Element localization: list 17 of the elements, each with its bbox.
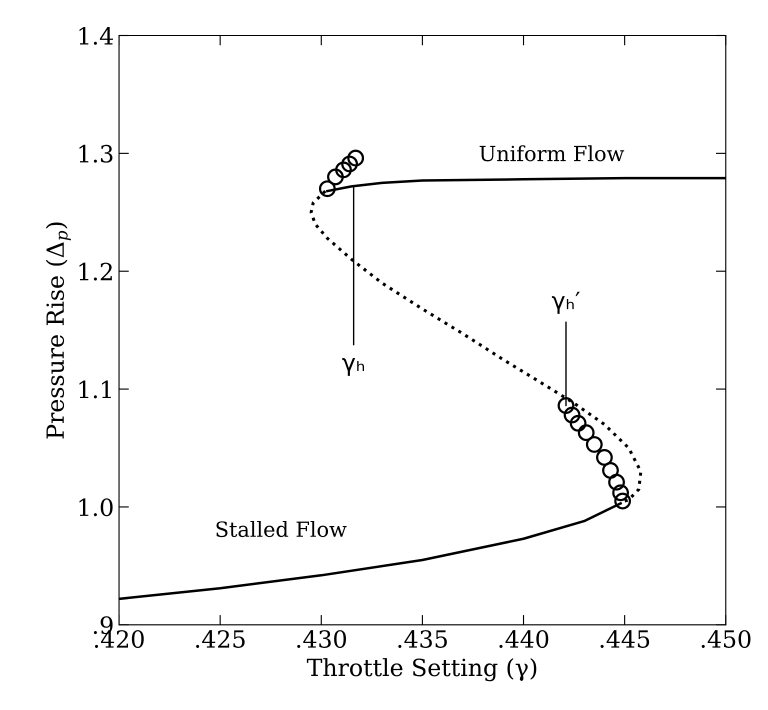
y-tick-label: 1.2 bbox=[80, 262, 112, 281]
y-tick-label: 1.1 bbox=[80, 380, 111, 398]
y-tick-label: 1.4 bbox=[80, 26, 113, 45]
x-tick-label: .450 bbox=[702, 630, 750, 648]
x-tick-label: .440 bbox=[499, 630, 548, 648]
x-tick-label: .435 bbox=[398, 630, 447, 648]
y-tick-label: 1.0 bbox=[80, 498, 113, 516]
x-axis-title: Throttle Setting (γ) bbox=[306, 658, 536, 682]
x-tick-label: .430 bbox=[297, 630, 346, 648]
annotation: Stalled Flow bbox=[216, 520, 347, 538]
annotation: γₕ′ bbox=[552, 292, 580, 314]
x-tick-label: .425 bbox=[196, 630, 245, 648]
annotation: γₕ bbox=[342, 358, 364, 376]
x-tick-label: .445 bbox=[600, 630, 650, 648]
y-tick-label: 1.3 bbox=[80, 144, 112, 163]
y-axis-title: Pressure Rise (Δ$_{p}$) bbox=[46, 222, 71, 439]
annotation: Uniform Flow bbox=[480, 145, 624, 162]
